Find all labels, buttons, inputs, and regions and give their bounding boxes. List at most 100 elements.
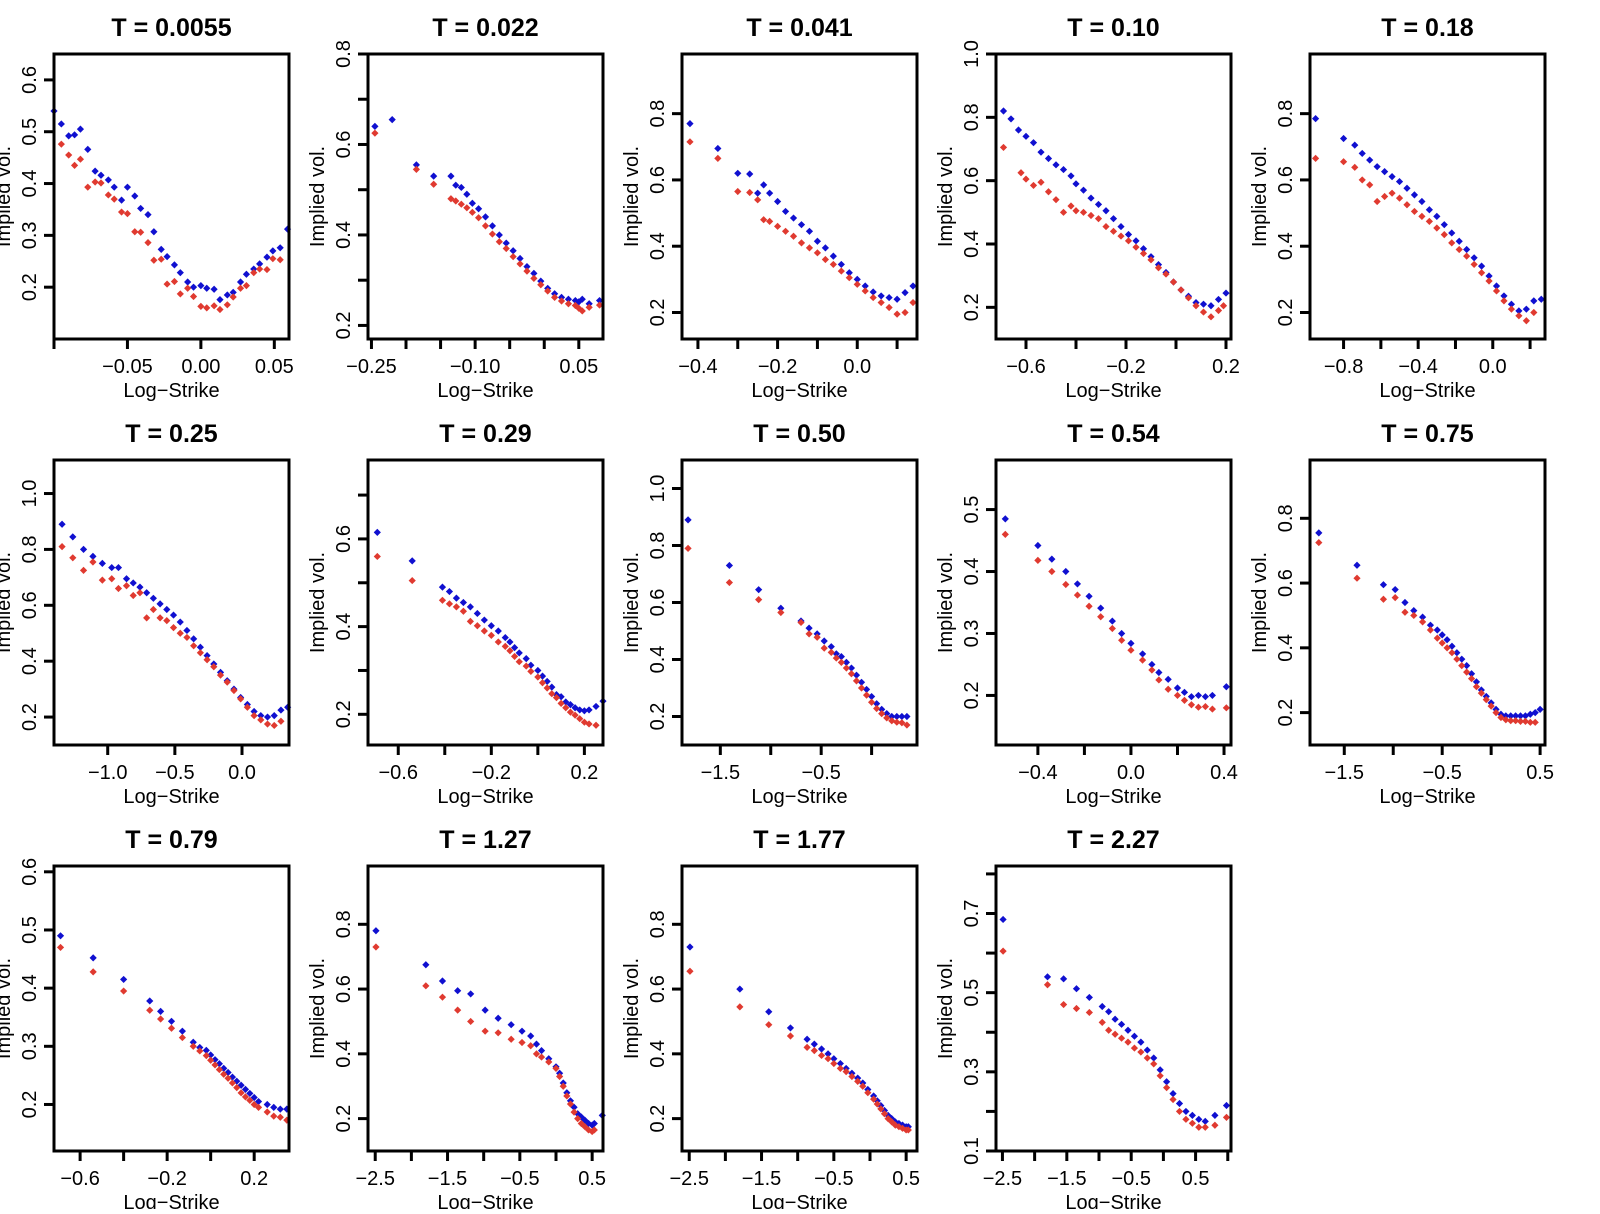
- y-axis-label: Implied vol.: [621, 958, 643, 1059]
- series_b-point: [1187, 701, 1196, 709]
- series_a-point: [1401, 598, 1409, 607]
- series_a-point: [755, 586, 763, 594]
- y-tick-label: 0.6: [333, 525, 355, 553]
- series_a-point: [117, 196, 126, 204]
- series_a-point: [474, 205, 483, 213]
- series_a-point: [786, 1024, 795, 1032]
- x-tick-label: −0.2: [147, 1168, 186, 1190]
- series_a-point: [459, 598, 467, 607]
- series_a-point: [1526, 710, 1534, 718]
- series_b-point: [888, 1118, 896, 1126]
- series_b-point: [163, 280, 171, 288]
- x-tick-label: −1.5: [742, 1168, 781, 1190]
- series_b-point: [559, 1082, 567, 1090]
- series_a-point: [1117, 1020, 1126, 1028]
- series_a-point: [263, 253, 271, 261]
- series_a-point: [466, 603, 474, 611]
- series_b-point: [189, 292, 198, 301]
- x-axis-label: Log−Strike: [751, 786, 847, 808]
- series_b-point: [216, 305, 224, 314]
- series_b-point: [216, 671, 225, 679]
- series_b-point: [725, 578, 734, 587]
- x-tick-label: −0.6: [379, 762, 418, 784]
- series_b-point: [1138, 656, 1147, 664]
- y-tick-label: 0.6: [961, 167, 983, 195]
- series_a-point: [246, 1089, 254, 1098]
- y-tick-label: 0.6: [19, 591, 41, 619]
- panel-title: T = 0.50: [753, 420, 845, 448]
- series_a-point: [578, 295, 586, 303]
- series_b-point: [246, 1096, 254, 1104]
- x-tick-label: 0.0: [1117, 762, 1145, 784]
- series_b-point: [566, 708, 575, 716]
- y-tick-label: 0.8: [19, 536, 41, 564]
- series_a-point: [566, 701, 575, 709]
- series_b-point: [777, 608, 785, 617]
- series_a-point: [893, 295, 901, 303]
- series_b-point: [581, 1123, 589, 1131]
- series_a-point: [203, 651, 211, 660]
- panel-title: T = 0.10: [1067, 14, 1159, 42]
- series_b-point: [69, 554, 77, 562]
- series_a-point: [999, 107, 1008, 115]
- series_a-point: [754, 189, 762, 197]
- series_b-point: [880, 1110, 889, 1118]
- series_a-point: [56, 932, 65, 940]
- series_b-point: [1195, 1123, 1203, 1131]
- series_b-point: [481, 222, 490, 230]
- series_b-point: [1410, 207, 1419, 216]
- series_a-point: [1195, 1115, 1203, 1123]
- series_b-point: [1130, 1044, 1139, 1052]
- series_a-point: [1156, 1066, 1164, 1074]
- series_a-point: [98, 559, 106, 567]
- y-tick-label: 0.6: [647, 975, 669, 1003]
- series_b-point: [1458, 662, 1466, 670]
- series_b-point: [1097, 613, 1105, 621]
- series_b-point: [857, 684, 866, 692]
- series_a-point: [1522, 305, 1530, 313]
- series_a-point: [836, 1059, 844, 1068]
- data-points: [50, 107, 292, 314]
- series_a-point: [903, 712, 911, 721]
- series_b-point: [590, 1126, 598, 1134]
- series_b-point: [1401, 608, 1409, 616]
- series_a-point: [829, 252, 837, 260]
- y-tick-label: 0.2: [1275, 699, 1297, 727]
- panel: T = 0.29 −0.6 −0.2 0.2 0.2 0.4 0.6 Log−Strike Im…: [307, 420, 607, 808]
- series_a-point: [157, 1007, 165, 1016]
- series_b-point: [803, 1043, 811, 1051]
- series_b-point: [543, 684, 551, 692]
- series_a-point: [447, 172, 455, 180]
- series_b-point: [532, 1050, 541, 1058]
- series_a-point: [169, 611, 178, 619]
- panel: T = 1.77 −2.5 −1.5 −0.5 0.5 0.2 0.4 0.6 0.8 Log−S…: [621, 826, 920, 1214]
- series_a-point: [820, 637, 828, 645]
- data-points: [371, 115, 604, 315]
- x-tick-label: −0.4: [678, 356, 717, 378]
- panel: T = 0.0055 −0.05 0.00 0.05 0.2 0.3 0.4 0.5 0.6 Lo…: [0, 14, 294, 402]
- series_b-point: [89, 968, 97, 976]
- series_a-point: [1418, 197, 1426, 206]
- series_b-point: [1132, 243, 1140, 251]
- series_a-point: [1180, 688, 1189, 696]
- y-tick-label: 0.4: [19, 647, 41, 675]
- series_a-point: [686, 943, 694, 951]
- y-tick-label: 0.8: [647, 532, 669, 560]
- series_b-point: [1188, 1119, 1196, 1127]
- series_b-point: [515, 658, 523, 666]
- series_a-point: [1169, 1090, 1177, 1098]
- x-tick-label: −0.5: [1111, 1168, 1150, 1190]
- series_b-point: [755, 596, 763, 604]
- series_a-point: [58, 520, 66, 528]
- series_b-point: [467, 1017, 475, 1026]
- series_a-point: [1150, 1054, 1158, 1062]
- series_a-point: [797, 221, 806, 229]
- series_b-point: [1137, 1048, 1145, 1056]
- series_b-point: [878, 710, 886, 718]
- series_a-point: [999, 915, 1007, 924]
- series_b-point: [571, 711, 579, 719]
- series_a-point: [684, 516, 692, 524]
- series_a-point: [576, 706, 584, 714]
- series_b-point: [827, 648, 835, 656]
